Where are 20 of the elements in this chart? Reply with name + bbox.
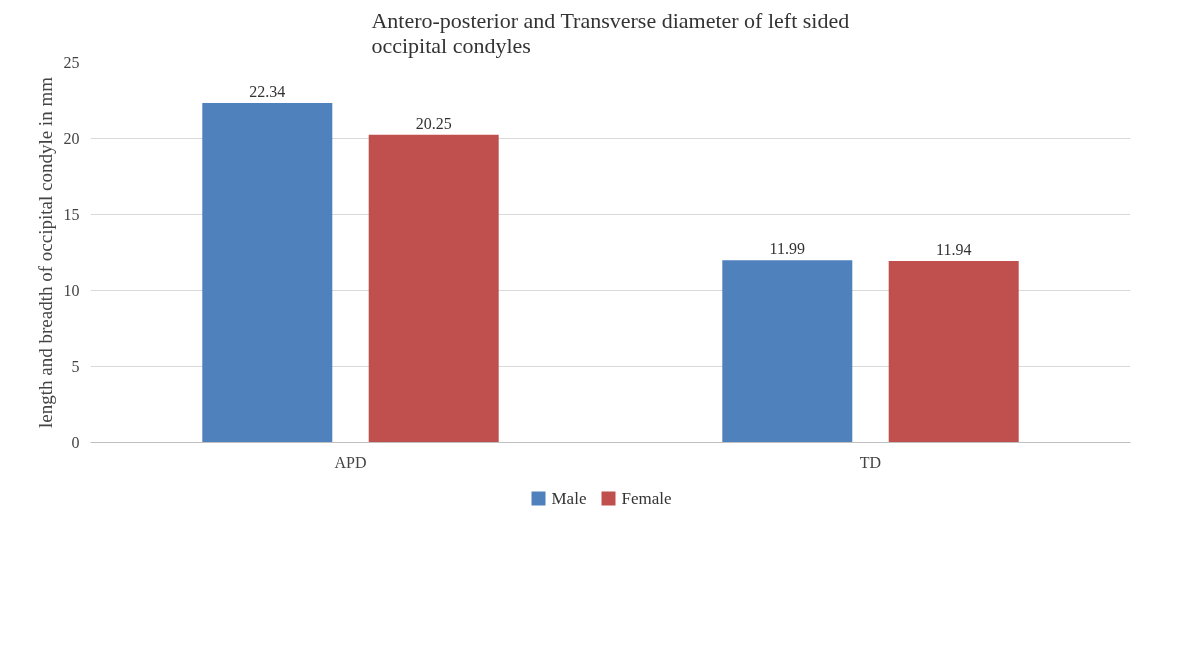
x-tick-label: APD (334, 453, 367, 471)
bar (888, 261, 1019, 443)
y-tick-label: 5 (71, 358, 80, 375)
data-label: 11.99 (769, 240, 805, 258)
bar (368, 134, 499, 443)
x-tick-label: TD (859, 453, 882, 471)
data-label: 11.94 (936, 241, 972, 259)
legend-label: Female (621, 489, 672, 508)
y-tick-label: 25 (63, 54, 80, 71)
bar (722, 260, 853, 443)
legend-label: Male (551, 489, 587, 508)
y-tick-label: 0 (71, 434, 80, 451)
bar (202, 102, 333, 443)
data-label: 22.34 (249, 82, 286, 100)
data-label: 20.25 (415, 114, 452, 132)
y-tick-label: 20 (63, 130, 80, 147)
y-tick-label: 10 (63, 282, 80, 299)
y-axis-title: length and breadth of occipital condyle in mm (34, 76, 56, 428)
chart-title: Antero-posterior and Transverse diameter of left sided occipital condyles (371, 7, 850, 58)
y-tick-label: 15 (63, 206, 80, 223)
